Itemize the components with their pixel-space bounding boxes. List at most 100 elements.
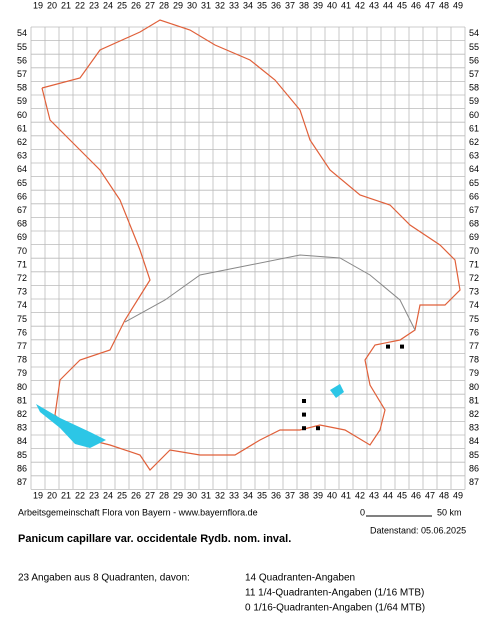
row-label: 56 bbox=[17, 55, 27, 65]
column-label: 38 bbox=[299, 0, 309, 10]
scale-end: 50 km bbox=[437, 507, 462, 517]
row-label: 81 bbox=[17, 395, 27, 405]
row-label: 60 bbox=[17, 110, 27, 120]
row-label: 64 bbox=[469, 164, 479, 174]
row-label: 68 bbox=[469, 219, 479, 229]
row-label: 86 bbox=[17, 463, 27, 473]
row-label: 66 bbox=[17, 191, 27, 201]
column-label: 39 bbox=[313, 0, 323, 10]
column-label: 22 bbox=[75, 490, 85, 500]
state-border bbox=[41, 19, 461, 471]
column-label: 24 bbox=[103, 0, 113, 10]
column-label: 25 bbox=[117, 490, 127, 500]
column-label: 41 bbox=[341, 490, 351, 500]
row-label: 63 bbox=[17, 151, 27, 161]
column-label: 36 bbox=[271, 490, 281, 500]
row-label: 58 bbox=[469, 83, 479, 93]
occurrence bbox=[400, 344, 404, 349]
row-label: 71 bbox=[17, 259, 27, 269]
column-label: 48 bbox=[439, 0, 449, 10]
row-label: 76 bbox=[17, 327, 27, 337]
column-label: 48 bbox=[439, 490, 449, 500]
column-label: 46 bbox=[411, 490, 421, 500]
lake bbox=[330, 384, 344, 398]
column-label: 40 bbox=[327, 490, 337, 500]
column-label: 24 bbox=[103, 490, 113, 500]
stat: 14 Quadranten-Angaben bbox=[245, 573, 355, 584]
occurrence bbox=[316, 426, 320, 431]
row-label: 68 bbox=[17, 219, 27, 229]
row-label: 67 bbox=[469, 205, 479, 215]
row-label: 82 bbox=[469, 409, 479, 419]
row-label: 65 bbox=[469, 178, 479, 188]
row-label: 74 bbox=[17, 300, 27, 310]
row-label: 61 bbox=[17, 123, 27, 133]
column-label: 23 bbox=[89, 490, 99, 500]
row-label: 69 bbox=[17, 232, 27, 242]
column-label: 35 bbox=[257, 490, 267, 500]
scale-start: 0 bbox=[360, 507, 365, 517]
column-label: 43 bbox=[369, 0, 379, 10]
row-label: 63 bbox=[469, 151, 479, 161]
row-label: 85 bbox=[469, 450, 479, 460]
row-label: 59 bbox=[17, 96, 27, 106]
column-label: 47 bbox=[425, 490, 435, 500]
row-label: 56 bbox=[469, 55, 479, 65]
row-label: 86 bbox=[469, 463, 479, 473]
column-label: 33 bbox=[229, 490, 239, 500]
row-label: 76 bbox=[469, 327, 479, 337]
row-label: 78 bbox=[469, 355, 479, 365]
column-label: 29 bbox=[173, 490, 183, 500]
column-label: 27 bbox=[145, 0, 155, 10]
row-label: 81 bbox=[469, 395, 479, 405]
row-label: 64 bbox=[17, 164, 27, 174]
row-label: 77 bbox=[17, 341, 27, 351]
row-label: 69 bbox=[469, 232, 479, 242]
occurrence bbox=[386, 344, 390, 349]
column-label: 34 bbox=[243, 490, 253, 500]
row-label: 73 bbox=[469, 287, 479, 297]
column-label: 31 bbox=[201, 0, 211, 10]
column-label: 26 bbox=[131, 490, 141, 500]
date: Datenstand: 05.06.2025 bbox=[370, 525, 466, 535]
column-label: 28 bbox=[159, 490, 169, 500]
row-label: 70 bbox=[469, 246, 479, 256]
row-label: 57 bbox=[17, 69, 27, 79]
column-label: 25 bbox=[117, 0, 127, 10]
column-label: 20 bbox=[47, 0, 57, 10]
row-label: 84 bbox=[17, 436, 27, 446]
column-label: 44 bbox=[383, 490, 393, 500]
row-label: 57 bbox=[469, 69, 479, 79]
column-label: 33 bbox=[229, 0, 239, 10]
column-label: 19 bbox=[33, 490, 43, 500]
row-label: 79 bbox=[469, 368, 479, 378]
occurrence bbox=[302, 412, 306, 417]
column-label: 35 bbox=[257, 0, 267, 10]
row-label: 75 bbox=[17, 314, 27, 324]
row-label: 55 bbox=[17, 42, 27, 52]
row-label: 80 bbox=[17, 382, 27, 392]
row-label: 59 bbox=[469, 96, 479, 106]
column-label: 32 bbox=[215, 0, 225, 10]
row-label: 66 bbox=[469, 191, 479, 201]
row-label: 87 bbox=[469, 477, 479, 487]
row-label: 73 bbox=[17, 287, 27, 297]
column-label: 41 bbox=[341, 0, 351, 10]
column-label: 31 bbox=[201, 490, 211, 500]
column-label: 27 bbox=[145, 490, 155, 500]
row-label: 55 bbox=[469, 42, 479, 52]
row-label: 83 bbox=[469, 423, 479, 433]
column-label: 30 bbox=[187, 0, 197, 10]
row-label: 71 bbox=[469, 259, 479, 269]
row-label: 72 bbox=[469, 273, 479, 283]
credit: Arbeitsgemeinschaft Flora von Bayern - w… bbox=[18, 507, 258, 517]
column-label: 23 bbox=[89, 0, 99, 10]
row-label: 54 bbox=[469, 28, 479, 38]
column-label: 30 bbox=[187, 490, 197, 500]
column-label: 40 bbox=[327, 0, 337, 10]
column-label: 19 bbox=[33, 0, 43, 10]
row-label: 77 bbox=[469, 341, 479, 351]
row-label: 78 bbox=[17, 355, 27, 365]
column-label: 29 bbox=[173, 0, 183, 10]
